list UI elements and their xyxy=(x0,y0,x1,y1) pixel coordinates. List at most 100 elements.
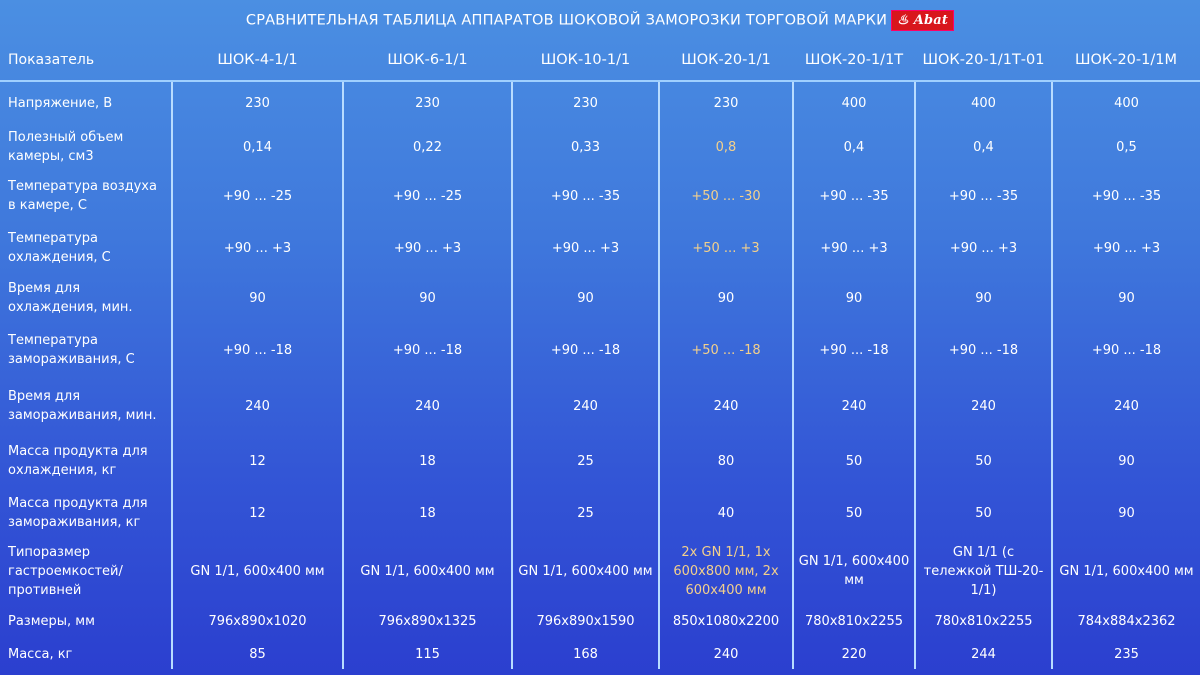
row-label: Температура воздуха в камере, С xyxy=(8,179,157,213)
table-cell: +90 ... +3 xyxy=(171,223,343,273)
row-label: Напряжение, В xyxy=(8,96,113,111)
table-cell: 90 xyxy=(792,273,915,323)
column-header-model: ШОК-20-1/1Т-01 xyxy=(915,40,1052,82)
table-cell: 0,22 xyxy=(342,125,512,169)
column-header-model: ШОК-6-1/1 xyxy=(343,40,512,82)
table-row: Время для охлаждения, мин. 90 90 90 90 90 90 90 xyxy=(0,273,1200,323)
table-cell: 90 xyxy=(171,273,343,323)
table-cell: 90 xyxy=(342,273,512,323)
table-cell: 90 xyxy=(1051,435,1200,487)
table-cell: 850x1080x2200 xyxy=(658,603,793,639)
table-cell: +90 ... -18 xyxy=(914,323,1052,377)
table-cell: 780x810x2255 xyxy=(914,603,1052,639)
table-cell: 2x GN 1/1, 1x 600x800 мм, 2x 600x400 мм xyxy=(658,539,793,603)
row-label: Температура охлаждения, С xyxy=(8,231,111,265)
table-cell: 235 xyxy=(1051,639,1200,669)
table-cell: 18 xyxy=(342,487,512,539)
table-row: Напряжение, В 230 230 230 230 400 400 400 xyxy=(0,81,1200,125)
table-row: Масса, кг 85 115 168 240 220 244 235 xyxy=(0,639,1200,669)
table-row: Типоразмер гастроемкостей/ противней GN 1… xyxy=(0,539,1200,603)
table-cell: +90 ... -18 xyxy=(792,323,915,377)
table-cell: 0,4 xyxy=(792,125,915,169)
table-cell: +90 ... -18 xyxy=(511,323,659,377)
table-cell: +90 ... +3 xyxy=(342,223,512,273)
column-header-model: ШОК-20-1/1 xyxy=(659,40,793,82)
comparison-table: Показатель ШОК-4-1/1 ШОК-6-1/1 ШОК-10-1/1 ШО… xyxy=(0,40,1200,669)
table-cell: 230 xyxy=(342,81,512,125)
table-cell: +90 ... +3 xyxy=(1051,223,1200,273)
table-cell: 240 xyxy=(1051,377,1200,435)
table-cell: 12 xyxy=(171,487,343,539)
table-cell: 796x890x1590 xyxy=(511,603,659,639)
table-cell: GN 1/1, 600x400 мм xyxy=(171,539,343,603)
row-label: Температура замораживания, С xyxy=(8,333,135,367)
table-cell: 240 xyxy=(792,377,915,435)
table-cell: 80 xyxy=(658,435,793,487)
table-cell: 90 xyxy=(511,273,659,323)
table-cell: 240 xyxy=(171,377,343,435)
table-cell: 240 xyxy=(914,377,1052,435)
table-cell: 240 xyxy=(342,377,512,435)
table-cell: +50 ... -18 xyxy=(658,323,793,377)
table-cell: +90 ... -35 xyxy=(1051,169,1200,223)
table-cell: 230 xyxy=(171,81,343,125)
table-cell: 240 xyxy=(658,639,793,669)
table-cell: +90 ... -18 xyxy=(171,323,343,377)
table-cell: +90 ... -25 xyxy=(342,169,512,223)
table-row: Масса продукта для замораживания, кг 12 18… xyxy=(0,487,1200,539)
row-label: Время для замораживания, мин. xyxy=(8,389,157,423)
table-cell: 240 xyxy=(658,377,793,435)
table-cell: 90 xyxy=(914,273,1052,323)
row-label: Типоразмер гастроемкостей/ противней xyxy=(8,544,123,598)
table-cell: 90 xyxy=(658,273,793,323)
column-header-model: ШОК-4-1/1 xyxy=(172,40,343,82)
row-label: Размеры, мм xyxy=(8,613,95,629)
abat-logo: ♨ Abat xyxy=(891,10,955,31)
table-cell: 12 xyxy=(171,435,343,487)
table-row: Масса продукта для охлаждения, кг 12 18 25 8… xyxy=(0,435,1200,487)
page-title: СРАВНИТЕЛЬНАЯ ТАБЛИЦА АППАРАТОВ ШОКОВОЙ … xyxy=(0,10,1200,31)
row-label: Масса продукта для охлаждения, кг xyxy=(8,444,148,478)
table-cell: 0,4 xyxy=(914,125,1052,169)
table-cell: 0,14 xyxy=(171,125,343,169)
table-cell: +90 ... +3 xyxy=(792,223,915,273)
row-label: Время для охлаждения, мин. xyxy=(8,281,133,315)
table-cell: 25 xyxy=(511,435,659,487)
table-cell: 168 xyxy=(511,639,659,669)
table-cell: 230 xyxy=(511,81,659,125)
table-cell: 25 xyxy=(511,487,659,539)
table-cell: 240 xyxy=(511,377,659,435)
table-cell: 220 xyxy=(792,639,915,669)
table-cell: +90 ... +3 xyxy=(914,223,1052,273)
table-cell: 400 xyxy=(792,81,915,125)
table-cell: 115 xyxy=(342,639,512,669)
table-row: Температура воздуха в камере, С +90 ... -… xyxy=(0,169,1200,223)
table-cell: +90 ... -18 xyxy=(1051,323,1200,377)
table-row: Размеры, мм 796x890x1020 796x890x1325 796x8… xyxy=(0,603,1200,639)
table-row: Температура замораживания, С +90 ... -18 +… xyxy=(0,323,1200,377)
table-cell: 50 xyxy=(914,435,1052,487)
table-cell: GN 1/1, 600x400 мм xyxy=(342,539,512,603)
table-cell: 0,8 xyxy=(658,125,793,169)
table-cell: 0,5 xyxy=(1051,125,1200,169)
table-cell: 90 xyxy=(1051,273,1200,323)
table-cell: 796x890x1020 xyxy=(171,603,343,639)
table-cell: GN 1/1 (с тележкой ТШ-20-1/1) xyxy=(914,539,1052,603)
table-cell: GN 1/1, 600x400 мм xyxy=(511,539,659,603)
table-cell: 400 xyxy=(1051,81,1200,125)
table-cell: +50 ... -30 xyxy=(658,169,793,223)
table-cell: +90 ... -18 xyxy=(342,323,512,377)
title-text: СРАВНИТЕЛЬНАЯ ТАБЛИЦА АППАРАТОВ ШОКОВОЙ … xyxy=(245,12,888,29)
table-cell: +90 ... -35 xyxy=(914,169,1052,223)
table-row: Полезный объем камеры, см3 0,14 0,22 0,33 0,… xyxy=(0,125,1200,169)
column-header-model: ШОК-20-1/1Т xyxy=(793,40,915,82)
table-cell: 244 xyxy=(914,639,1052,669)
table-cell: 90 xyxy=(1051,487,1200,539)
header-row: Показатель ШОК-4-1/1 ШОК-6-1/1 ШОК-10-1/1 ШО… xyxy=(0,40,1200,82)
row-label: Масса продукта для замораживания, кг xyxy=(8,496,148,530)
table-cell: +90 ... +3 xyxy=(511,223,659,273)
row-label: Масса, кг xyxy=(8,646,73,662)
column-header-model: ШОК-10-1/1 xyxy=(512,40,659,82)
table-row: Температура охлаждения, С +90 ... +3 +90 .… xyxy=(0,223,1200,273)
column-header-indicator: Показатель xyxy=(0,40,172,82)
